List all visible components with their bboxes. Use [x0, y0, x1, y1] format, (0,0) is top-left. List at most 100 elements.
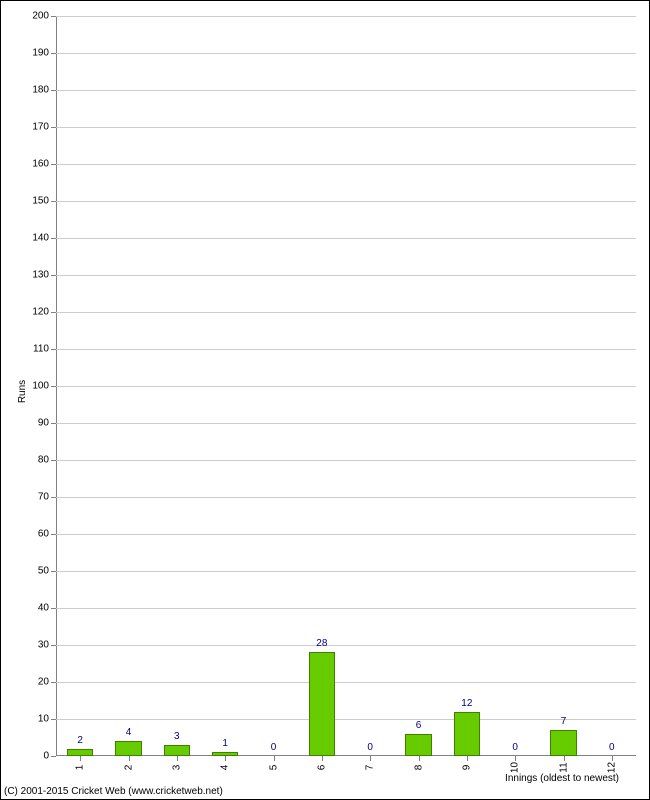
x-tick-label: 6 — [316, 765, 327, 771]
y-tick-label: 110 — [33, 344, 49, 355]
y-tick — [51, 238, 56, 239]
grid-line — [56, 386, 636, 387]
bar — [67, 749, 94, 756]
x-tick — [419, 756, 420, 761]
x-tick-label: 11 — [558, 762, 569, 772]
x-tick-label: 4 — [220, 765, 231, 771]
grid-line — [56, 571, 636, 572]
y-tick-label: 200 — [32, 11, 49, 22]
y-tick — [51, 756, 56, 757]
bar-value-label: 0 — [512, 742, 518, 753]
grid-line — [56, 682, 636, 683]
y-tick — [51, 534, 56, 535]
y-tick-label: 30 — [38, 640, 49, 651]
bar-value-label: 1 — [222, 738, 228, 749]
y-tick-label: 160 — [32, 159, 49, 170]
y-tick-label: 140 — [32, 233, 49, 244]
y-tick-label: 50 — [38, 566, 49, 577]
grid-line — [56, 127, 636, 128]
x-tick — [612, 756, 613, 761]
y-tick-label: 180 — [32, 85, 49, 96]
bar-value-label: 3 — [174, 731, 180, 742]
y-tick-label: 20 — [38, 677, 49, 688]
y-tick-label: 0 — [43, 751, 49, 762]
grid-line — [56, 164, 636, 165]
y-tick — [51, 164, 56, 165]
bar — [454, 712, 481, 756]
y-tick-label: 120 — [32, 307, 49, 318]
x-tick — [129, 756, 130, 761]
x-tick — [274, 756, 275, 761]
y-tick — [51, 201, 56, 202]
y-tick — [51, 497, 56, 498]
grid-line — [56, 312, 636, 313]
bar — [405, 734, 432, 756]
plot-area: 0102030405060708090100110120130140150160… — [56, 16, 636, 756]
y-tick-label: 10 — [38, 714, 49, 725]
y-tick — [51, 386, 56, 387]
bar-value-label: 7 — [561, 716, 567, 727]
y-tick — [51, 16, 56, 17]
y-tick — [51, 645, 56, 646]
grid-line — [56, 719, 636, 720]
y-tick — [51, 682, 56, 683]
bar-value-label: 2 — [77, 735, 83, 746]
y-tick-label: 130 — [32, 270, 49, 281]
x-tick-label: 7 — [365, 765, 376, 771]
x-tick — [467, 756, 468, 761]
y-tick-label: 170 — [32, 122, 49, 133]
bar-value-label: 4 — [126, 727, 132, 738]
x-tick — [225, 756, 226, 761]
y-tick-label: 40 — [38, 603, 49, 614]
y-tick — [51, 127, 56, 128]
x-tick-label: 12 — [606, 762, 617, 773]
grid-line — [56, 460, 636, 461]
y-tick — [51, 312, 56, 313]
bar-value-label: 6 — [416, 720, 422, 731]
grid-line — [56, 53, 636, 54]
x-tick-label: 5 — [268, 765, 279, 771]
grid-line — [56, 275, 636, 276]
y-tick-label: 150 — [32, 196, 49, 207]
x-tick — [322, 756, 323, 761]
y-tick — [51, 719, 56, 720]
grid-line — [56, 16, 636, 17]
bar — [309, 652, 336, 756]
y-tick — [51, 460, 56, 461]
x-tick — [370, 756, 371, 761]
grid-line — [56, 423, 636, 424]
x-tick-label: 2 — [123, 765, 134, 771]
x-tick — [564, 756, 565, 761]
bar-value-label: 0 — [367, 742, 373, 753]
grid-line — [56, 238, 636, 239]
grid-line — [56, 201, 636, 202]
bar-value-label: 0 — [609, 742, 615, 753]
x-tick — [177, 756, 178, 761]
x-tick-label: 10 — [510, 762, 521, 773]
y-tick — [51, 423, 56, 424]
x-tick-label: 1 — [75, 765, 86, 771]
bar — [550, 730, 577, 756]
bar-value-label: 12 — [461, 698, 472, 709]
y-tick-label: 90 — [38, 418, 49, 429]
grid-line — [56, 497, 636, 498]
bar-value-label: 28 — [316, 638, 327, 649]
x-axis-line — [56, 755, 636, 756]
y-tick — [51, 53, 56, 54]
copyright-text: (C) 2001-2015 Cricket Web (www.cricketwe… — [4, 786, 223, 797]
y-tick-label: 70 — [38, 492, 49, 503]
x-tick-label: 3 — [171, 765, 182, 771]
y-tick — [51, 571, 56, 572]
y-tick-label: 190 — [32, 48, 49, 59]
grid-line — [56, 349, 636, 350]
y-axis-title: Runs — [17, 380, 28, 403]
y-tick-label: 100 — [32, 381, 49, 392]
y-tick — [51, 275, 56, 276]
bar — [164, 745, 191, 756]
y-tick — [51, 349, 56, 350]
x-tick-label: 9 — [461, 765, 472, 771]
chart-container: 0102030405060708090100110120130140150160… — [0, 0, 650, 800]
x-tick — [80, 756, 81, 761]
grid-line — [56, 608, 636, 609]
x-axis-title: Innings (oldest to newest) — [505, 773, 619, 784]
